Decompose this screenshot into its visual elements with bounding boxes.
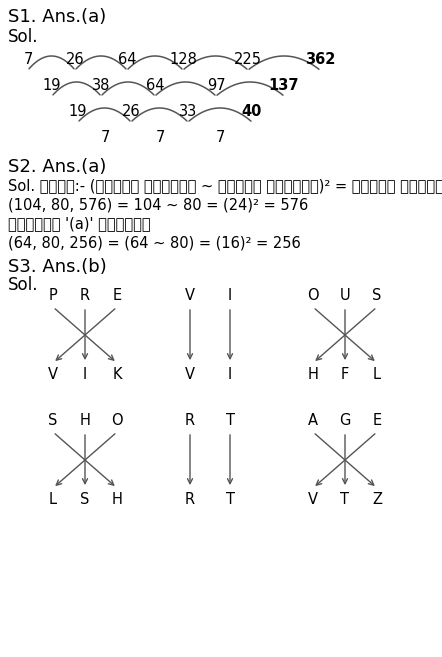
Text: 26: 26 <box>122 104 140 119</box>
Text: L: L <box>49 492 57 507</box>
Text: V: V <box>185 288 195 303</box>
Text: Sol. तर्क:- (पहिली संख्या ~ दुसरी संख्या)² = तिसरी संख्या: Sol. तर्क:- (पहिली संख्या ~ दुसरी संख्या… <box>8 178 442 193</box>
Text: 7: 7 <box>155 130 165 145</box>
Text: R: R <box>80 288 90 303</box>
Text: 19: 19 <box>43 78 61 93</box>
Text: S: S <box>372 288 382 303</box>
Text: S: S <box>80 492 90 507</box>
Text: (64, 80, 256) = (64 ~ 80) = (16)² = 256: (64, 80, 256) = (64 ~ 80) = (16)² = 256 <box>8 235 301 250</box>
Text: Sol.: Sol. <box>8 276 38 294</box>
Text: P: P <box>49 288 57 303</box>
Text: I: I <box>228 367 232 382</box>
Text: K: K <box>112 367 122 382</box>
Text: 19: 19 <box>69 104 87 119</box>
Text: 40: 40 <box>242 104 262 119</box>
Text: O: O <box>111 413 123 428</box>
Text: 64: 64 <box>118 52 136 67</box>
Text: 7: 7 <box>215 130 225 145</box>
Text: L: L <box>373 367 381 382</box>
Text: I: I <box>83 367 87 382</box>
Text: V: V <box>48 367 58 382</box>
Text: 225: 225 <box>234 52 262 67</box>
Text: पर्याय '(a)' द्वारे: पर्याय '(a)' द्वारे <box>8 216 151 231</box>
Text: V: V <box>185 367 195 382</box>
Text: 7: 7 <box>100 130 110 145</box>
Text: 137: 137 <box>269 78 299 93</box>
Text: T: T <box>225 492 235 507</box>
Text: V: V <box>308 492 318 507</box>
Text: Sol.: Sol. <box>8 28 38 46</box>
Text: H: H <box>308 367 318 382</box>
Text: 362: 362 <box>305 52 335 67</box>
Text: F: F <box>341 367 349 382</box>
Text: S: S <box>48 413 58 428</box>
Text: 33: 33 <box>179 104 197 119</box>
Text: 128: 128 <box>169 52 197 67</box>
Text: Z: Z <box>372 492 382 507</box>
Text: S3. Ans.(b): S3. Ans.(b) <box>8 258 107 276</box>
Text: 7: 7 <box>23 52 33 67</box>
Text: G: G <box>339 413 351 428</box>
Text: 97: 97 <box>207 78 225 93</box>
Text: E: E <box>112 288 122 303</box>
Text: 26: 26 <box>66 52 84 67</box>
Text: 64: 64 <box>146 78 164 93</box>
Text: H: H <box>80 413 91 428</box>
Text: H: H <box>111 492 122 507</box>
Text: A: A <box>308 413 318 428</box>
Text: R: R <box>185 492 195 507</box>
Text: I: I <box>228 288 232 303</box>
Text: U: U <box>340 288 351 303</box>
Text: T: T <box>225 413 235 428</box>
Text: S2. Ans.(a): S2. Ans.(a) <box>8 158 107 176</box>
Text: 38: 38 <box>92 78 110 93</box>
Text: T: T <box>340 492 350 507</box>
Text: O: O <box>307 288 319 303</box>
Text: S1. Ans.(a): S1. Ans.(a) <box>8 8 106 26</box>
Text: E: E <box>373 413 381 428</box>
Text: (104, 80, 576) = 104 ~ 80 = (24)² = 576: (104, 80, 576) = 104 ~ 80 = (24)² = 576 <box>8 197 308 212</box>
Text: R: R <box>185 413 195 428</box>
